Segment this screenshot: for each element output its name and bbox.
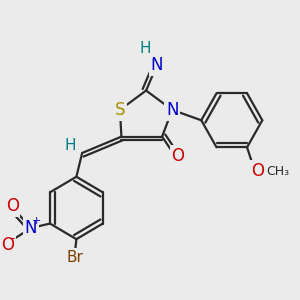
Text: O: O [1, 236, 14, 254]
Text: N: N [151, 56, 163, 74]
Text: H: H [65, 138, 76, 153]
Text: S: S [115, 101, 125, 119]
Text: N: N [25, 219, 37, 237]
Text: O: O [6, 197, 19, 215]
Text: H: H [140, 41, 151, 56]
Text: Br: Br [67, 250, 83, 265]
Text: O: O [251, 162, 264, 180]
Text: N: N [166, 101, 178, 119]
Text: CH₃: CH₃ [266, 165, 289, 178]
Text: O: O [172, 147, 184, 165]
Text: +: + [32, 217, 41, 226]
Text: -: - [11, 232, 15, 245]
